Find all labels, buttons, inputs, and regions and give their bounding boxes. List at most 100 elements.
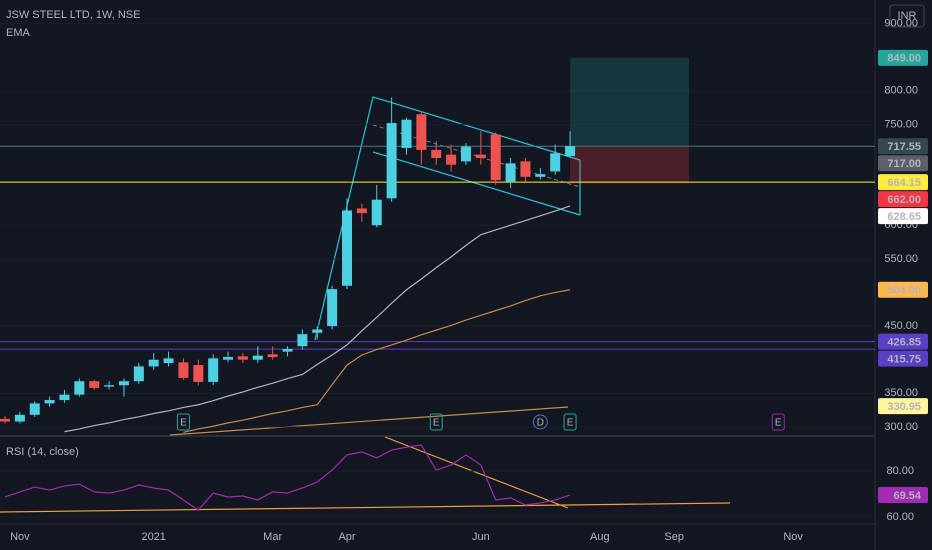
price-label: 717.00 (887, 158, 921, 170)
x-tick-label: Sep (664, 531, 684, 543)
candle-body (104, 385, 115, 387)
x-tick-label: Apr (338, 531, 355, 543)
candle-body (386, 123, 397, 199)
x-tick-label: Jun (472, 531, 490, 543)
price-label-box (878, 333, 928, 350)
candle-body (89, 381, 100, 388)
candle-body (505, 163, 516, 182)
price-label-box (878, 398, 928, 415)
candle-body (535, 174, 546, 177)
candle-body (133, 366, 144, 382)
ema-line (183, 289, 571, 433)
rsi-trendline (384, 436, 569, 509)
candle-body (14, 414, 25, 422)
price-label-box (878, 208, 928, 225)
candle-body (282, 348, 293, 352)
candle-body (312, 329, 323, 333)
candle-body (148, 359, 159, 367)
event-marker (771, 413, 785, 431)
candle-body (74, 381, 85, 395)
candle-body (475, 154, 486, 158)
candle-body (342, 210, 353, 286)
event-marker (532, 414, 548, 430)
candle-body (401, 119, 412, 148)
rsi-line (4, 444, 571, 511)
event-marker (176, 413, 190, 431)
candle-body (267, 354, 278, 358)
candle-body (550, 153, 561, 172)
currency-box[interactable] (889, 4, 925, 28)
candle-body (118, 381, 129, 386)
candle-body (252, 355, 263, 360)
y-tick-label: 550.00 (884, 253, 918, 265)
candle-body (297, 334, 308, 347)
y-tick-label: 350.00 (884, 387, 918, 399)
price-label: 504.00 (887, 285, 921, 297)
candle-body (371, 199, 382, 226)
event-label: E (775, 418, 782, 429)
price-label-box (878, 138, 928, 155)
ema-line (64, 205, 571, 433)
candle-body (446, 154, 457, 165)
price-label-box (878, 49, 928, 66)
rsi-title: RSI (14, close) (6, 446, 79, 458)
candle-body (490, 134, 501, 181)
y-tick-label: 450.00 (884, 320, 918, 332)
channel-lower (372, 151, 581, 216)
candle-body (208, 358, 219, 382)
price-label: 628.65 (887, 211, 921, 223)
rsi-value-box (878, 487, 928, 504)
price-label: 849.00 (887, 53, 921, 65)
rsi-tick-label: 80.00 (886, 465, 914, 477)
event-label: E (433, 418, 440, 429)
event-label: E (180, 418, 187, 429)
y-tick-label: 900.00 (884, 17, 918, 29)
candle-body (0, 418, 10, 422)
event-label: E (567, 418, 574, 429)
indicator-label: EMA (6, 27, 31, 39)
long-ema (169, 406, 569, 436)
y-tick-label: 750.00 (884, 118, 918, 130)
price-label-box (878, 191, 928, 208)
price-label-box (878, 350, 928, 367)
candle-body (460, 146, 471, 162)
candle-body (327, 289, 338, 327)
event-marker (429, 413, 443, 431)
candle-body (431, 149, 442, 158)
event-label: D (537, 418, 544, 429)
candle-body (356, 208, 367, 214)
x-tick-label: Nov (783, 531, 803, 543)
price-label-box (878, 281, 928, 298)
price-label-box (878, 155, 928, 172)
price-label: 717.55 (887, 141, 921, 153)
target-zone (570, 57, 690, 147)
price-label: 664.15 (887, 177, 921, 189)
candle-body (237, 356, 248, 360)
candle-body (44, 400, 55, 404)
event-marker (563, 413, 577, 431)
stop-zone (570, 146, 690, 184)
price-label-box (878, 174, 928, 191)
currency[interactable]: INR (898, 10, 917, 22)
y-tick-label: 800.00 (884, 85, 918, 97)
candle-body (29, 403, 40, 415)
price-label: 330.95 (887, 401, 921, 413)
x-tick-label: Nov (10, 531, 30, 543)
candle-body (59, 394, 70, 401)
y-tick-label: 300.00 (884, 421, 918, 433)
x-tick-label: Mar (263, 531, 282, 543)
candle-body (223, 357, 234, 360)
candle-body (416, 114, 427, 150)
rsi-value-label: 69.54 (893, 490, 921, 502)
price-label: 662.00 (887, 194, 921, 206)
rsi-support (0, 502, 731, 513)
candle-body (565, 146, 576, 156)
x-tick-label: Aug (590, 531, 610, 543)
price-label: 415.75 (887, 354, 921, 366)
candle-body (163, 358, 174, 364)
price-label: 426.85 (887, 337, 921, 349)
x-tick-label: 2021 (141, 531, 165, 543)
chart-title: JSW STEEL LTD, 1W, NSE (6, 9, 140, 21)
